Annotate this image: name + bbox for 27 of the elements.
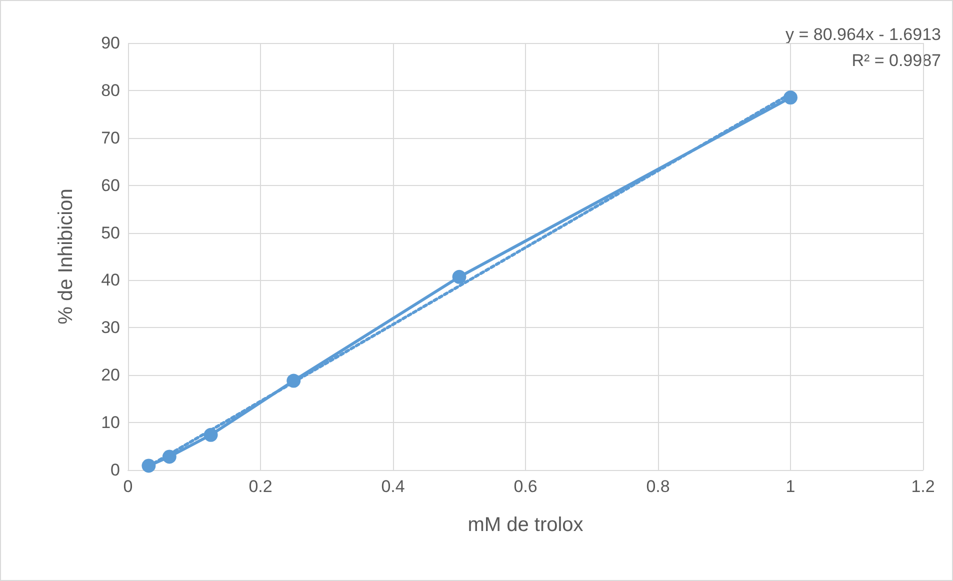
y-tick-label: 10 (101, 413, 120, 432)
point (286, 374, 301, 388)
annotation: y = 80.964x - 1.6913 (786, 25, 941, 44)
point (784, 90, 798, 105)
y-tick-label: 60 (101, 176, 120, 195)
x-tick-label: 1 (786, 477, 796, 496)
y-tick-label: 70 (101, 128, 120, 148)
y-axis-title: % de Inhibicion (55, 188, 77, 324)
x-tick-label: 0.8 (646, 477, 670, 496)
y-tick-label: 50 (101, 223, 120, 242)
y-tick-label: 90 (101, 34, 120, 52)
point (142, 458, 156, 473)
point (204, 428, 218, 442)
y-tick-label: 20 (101, 366, 120, 385)
y-tick-label: 80 (101, 80, 120, 100)
x-tick-label: 1.2 (911, 477, 935, 496)
x-tick-label: 0.4 (381, 477, 405, 496)
x-tick-label: 0.2 (248, 477, 272, 496)
y-tick-label: 30 (101, 318, 120, 338)
y-tick-label: 40 (101, 270, 120, 290)
x-axis-title: mM de trolox (468, 514, 584, 536)
y-tick-label: 0 (110, 460, 120, 480)
x-tick-label: 0.6 (514, 477, 538, 496)
point (162, 450, 176, 464)
annotation: R² = 0.9987 (852, 51, 941, 70)
x-tick-label: 0 (123, 477, 133, 496)
point (452, 270, 466, 284)
